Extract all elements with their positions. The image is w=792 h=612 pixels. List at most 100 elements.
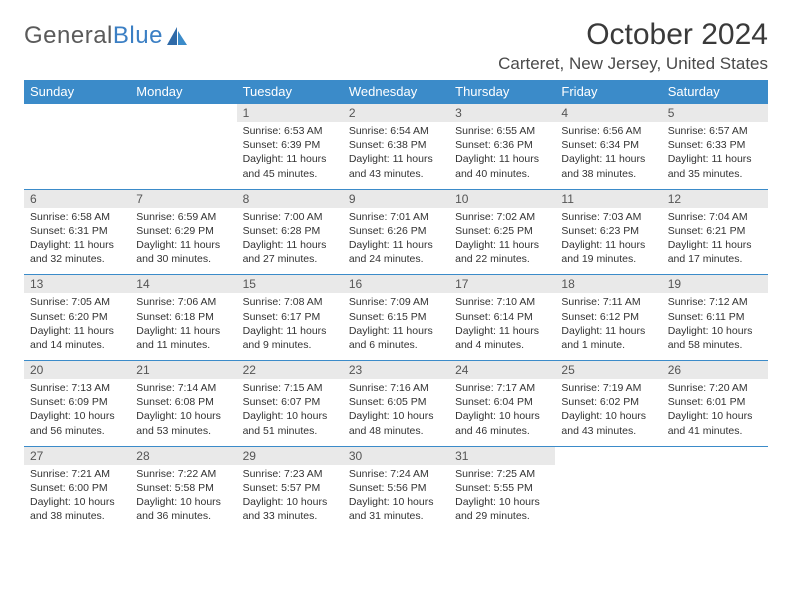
day-info-cell: Sunrise: 7:25 AMSunset: 5:55 PMDaylight:… — [449, 465, 555, 532]
day-info-cell: Sunrise: 7:17 AMSunset: 6:04 PMDaylight:… — [449, 379, 555, 446]
day-info-cell: Sunrise: 7:12 AMSunset: 6:11 PMDaylight:… — [662, 293, 768, 360]
day-number-cell: 9 — [343, 189, 449, 208]
sunset-text: Sunset: 6:29 PM — [136, 224, 230, 238]
day-info-cell: Sunrise: 7:20 AMSunset: 6:01 PMDaylight:… — [662, 379, 768, 446]
day-info-cell: Sunrise: 7:16 AMSunset: 6:05 PMDaylight:… — [343, 379, 449, 446]
day-info-row: Sunrise: 7:05 AMSunset: 6:20 PMDaylight:… — [24, 293, 768, 360]
day2-text: and 9 minutes. — [243, 338, 337, 352]
day1-text: Daylight: 11 hours — [349, 238, 443, 252]
logo: GeneralBlue — [24, 22, 189, 50]
day2-text: and 4 minutes. — [455, 338, 549, 352]
sunset-text: Sunset: 6:36 PM — [455, 138, 549, 152]
day1-text: Daylight: 11 hours — [561, 238, 655, 252]
day1-text: Daylight: 11 hours — [136, 324, 230, 338]
logo-text-2: Blue — [113, 22, 163, 50]
day2-text: and 27 minutes. — [243, 252, 337, 266]
day-number-cell: 1 — [237, 104, 343, 123]
day-number-cell: 18 — [555, 275, 661, 294]
sunset-text: Sunset: 6:17 PM — [243, 310, 337, 324]
day2-text: and 24 minutes. — [349, 252, 443, 266]
day-number-cell: 5 — [662, 104, 768, 123]
day-number-cell: 14 — [130, 275, 236, 294]
sunrise-text: Sunrise: 7:09 AM — [349, 295, 443, 309]
day2-text: and 40 minutes. — [455, 167, 549, 181]
sunset-text: Sunset: 6:09 PM — [30, 395, 124, 409]
header: GeneralBlue October 2024 Carteret, New J… — [24, 18, 768, 74]
day-info-cell: Sunrise: 6:57 AMSunset: 6:33 PMDaylight:… — [662, 122, 768, 189]
day-info-cell: Sunrise: 7:01 AMSunset: 6:26 PMDaylight:… — [343, 208, 449, 275]
day2-text: and 51 minutes. — [243, 424, 337, 438]
day-header: Tuesday — [237, 80, 343, 104]
sunrise-text: Sunrise: 7:00 AM — [243, 210, 337, 224]
sunrise-text: Sunrise: 6:59 AM — [136, 210, 230, 224]
day2-text: and 45 minutes. — [243, 167, 337, 181]
day2-text: and 6 minutes. — [349, 338, 443, 352]
day-info-cell: Sunrise: 6:54 AMSunset: 6:38 PMDaylight:… — [343, 122, 449, 189]
day-info-cell: Sunrise: 7:05 AMSunset: 6:20 PMDaylight:… — [24, 293, 130, 360]
day-number-cell: 15 — [237, 275, 343, 294]
day2-text: and 41 minutes. — [668, 424, 762, 438]
sunrise-text: Sunrise: 7:11 AM — [561, 295, 655, 309]
day2-text: and 19 minutes. — [561, 252, 655, 266]
day-number-cell: 31 — [449, 446, 555, 465]
calendar-body: 12345Sunrise: 6:53 AMSunset: 6:39 PMDayl… — [24, 104, 768, 532]
day2-text: and 32 minutes. — [30, 252, 124, 266]
day1-text: Daylight: 11 hours — [668, 152, 762, 166]
day-info-cell: Sunrise: 6:58 AMSunset: 6:31 PMDaylight:… — [24, 208, 130, 275]
sunrise-text: Sunrise: 7:16 AM — [349, 381, 443, 395]
month-title: October 2024 — [498, 18, 768, 52]
sunrise-text: Sunrise: 6:58 AM — [30, 210, 124, 224]
day-info-cell: Sunrise: 6:59 AMSunset: 6:29 PMDaylight:… — [130, 208, 236, 275]
day1-text: Daylight: 11 hours — [561, 152, 655, 166]
day-info-cell: Sunrise: 7:15 AMSunset: 6:07 PMDaylight:… — [237, 379, 343, 446]
sunrise-text: Sunrise: 6:55 AM — [455, 124, 549, 138]
sunset-text: Sunset: 5:57 PM — [243, 481, 337, 495]
day2-text: and 43 minutes. — [561, 424, 655, 438]
day1-text: Daylight: 11 hours — [30, 324, 124, 338]
sunset-text: Sunset: 6:02 PM — [561, 395, 655, 409]
sunrise-text: Sunrise: 7:04 AM — [668, 210, 762, 224]
day2-text: and 11 minutes. — [136, 338, 230, 352]
day2-text: and 17 minutes. — [668, 252, 762, 266]
day-info-cell: Sunrise: 7:02 AMSunset: 6:25 PMDaylight:… — [449, 208, 555, 275]
sunrise-text: Sunrise: 7:14 AM — [136, 381, 230, 395]
day-number-cell: 20 — [24, 361, 130, 380]
day2-text: and 56 minutes. — [30, 424, 124, 438]
sunset-text: Sunset: 6:23 PM — [561, 224, 655, 238]
day-header: Saturday — [662, 80, 768, 104]
day-info-cell: Sunrise: 6:56 AMSunset: 6:34 PMDaylight:… — [555, 122, 661, 189]
day2-text: and 14 minutes. — [30, 338, 124, 352]
sunrise-text: Sunrise: 7:21 AM — [30, 467, 124, 481]
day2-text: and 33 minutes. — [243, 509, 337, 523]
day2-text: and 36 minutes. — [136, 509, 230, 523]
sunset-text: Sunset: 6:39 PM — [243, 138, 337, 152]
day1-text: Daylight: 11 hours — [243, 152, 337, 166]
sunset-text: Sunset: 6:34 PM — [561, 138, 655, 152]
sunrise-text: Sunrise: 7:17 AM — [455, 381, 549, 395]
day-number-cell: 17 — [449, 275, 555, 294]
day2-text: and 53 minutes. — [136, 424, 230, 438]
day-number-cell — [662, 446, 768, 465]
day-info-cell: Sunrise: 7:14 AMSunset: 6:08 PMDaylight:… — [130, 379, 236, 446]
day-info-cell: Sunrise: 6:53 AMSunset: 6:39 PMDaylight:… — [237, 122, 343, 189]
sunset-text: Sunset: 6:07 PM — [243, 395, 337, 409]
day-info-cell: Sunrise: 7:23 AMSunset: 5:57 PMDaylight:… — [237, 465, 343, 532]
sunset-text: Sunset: 6:33 PM — [668, 138, 762, 152]
day-header: Sunday — [24, 80, 130, 104]
day-info-cell: Sunrise: 7:03 AMSunset: 6:23 PMDaylight:… — [555, 208, 661, 275]
day1-text: Daylight: 10 hours — [136, 495, 230, 509]
sunrise-text: Sunrise: 6:56 AM — [561, 124, 655, 138]
day-number-cell: 30 — [343, 446, 449, 465]
day1-text: Daylight: 11 hours — [243, 238, 337, 252]
day-number-row: 20212223242526 — [24, 361, 768, 380]
sunset-text: Sunset: 6:26 PM — [349, 224, 443, 238]
sunrise-text: Sunrise: 7:01 AM — [349, 210, 443, 224]
day-number-cell: 3 — [449, 104, 555, 123]
day1-text: Daylight: 11 hours — [668, 238, 762, 252]
title-block: October 2024 Carteret, New Jersey, Unite… — [498, 18, 768, 74]
sunset-text: Sunset: 6:00 PM — [30, 481, 124, 495]
day2-text: and 48 minutes. — [349, 424, 443, 438]
day2-text: and 38 minutes. — [561, 167, 655, 181]
sunrise-text: Sunrise: 7:08 AM — [243, 295, 337, 309]
sunrise-text: Sunrise: 7:13 AM — [30, 381, 124, 395]
